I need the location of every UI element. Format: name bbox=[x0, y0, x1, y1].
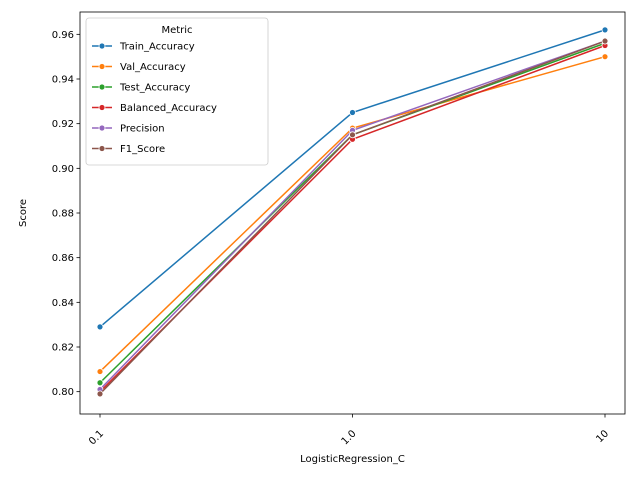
data-point bbox=[601, 53, 609, 61]
x-axis: 0.1 1.0 10 bbox=[87, 414, 611, 447]
legend-entry-train-accuracy: Train_Accuracy bbox=[92, 42, 195, 53]
y-axis-label: Score bbox=[18, 199, 29, 227]
legend-marker bbox=[98, 104, 106, 111]
y-tick-label: 0.94 bbox=[52, 75, 74, 86]
legend-marker bbox=[98, 83, 106, 91]
legend-entry-f1-score: F1_Score bbox=[92, 144, 165, 155]
series-train-accuracy bbox=[96, 26, 609, 331]
y-tick-label: 0.80 bbox=[52, 387, 74, 398]
legend-box bbox=[85, 17, 269, 166]
y-tick-label: 0.84 bbox=[52, 298, 74, 309]
y-tick-label: 0.82 bbox=[52, 343, 74, 354]
legend-marker bbox=[98, 42, 106, 50]
series-f1-score bbox=[96, 37, 609, 398]
y-tick-label: 0.92 bbox=[52, 119, 74, 130]
legend-label: Train_Accuracy bbox=[119, 42, 195, 53]
data-point bbox=[601, 26, 609, 34]
legend-label: Precision bbox=[120, 124, 165, 135]
legend-entry-balanced-accuracy: Balanced_Accuracy bbox=[92, 103, 217, 114]
legend: Metric Train_Accuracy Val_Accuracy Test_Ac… bbox=[85, 17, 269, 166]
legend-label: Val_Accuracy bbox=[120, 62, 186, 73]
y-tick-label: 0.96 bbox=[52, 30, 74, 41]
legend-label: F1_Score bbox=[120, 144, 165, 155]
y-tick-label: 0.88 bbox=[52, 209, 74, 220]
data-point bbox=[96, 323, 104, 331]
data-point bbox=[96, 390, 104, 398]
legend-marker bbox=[98, 124, 106, 132]
legend-marker bbox=[98, 63, 106, 70]
legend-label: Balanced_Accuracy bbox=[120, 103, 217, 114]
legend-title: Metric bbox=[161, 25, 192, 36]
data-point bbox=[96, 368, 104, 375]
legend-label: Test_Accuracy bbox=[119, 83, 190, 94]
data-point bbox=[349, 109, 356, 116]
x-tick-label: 0.1 bbox=[87, 428, 106, 447]
y-axis: 0.80 0.82 0.84 0.86 0.88 0.90 0.92 0.94 0.96 bbox=[52, 30, 80, 398]
legend-entry-test-accuracy: Test_Accuracy bbox=[92, 83, 190, 94]
legend-entry-precision: Precision bbox=[92, 124, 165, 135]
data-point bbox=[601, 37, 609, 45]
legend-entry-val-accuracy: Val_Accuracy bbox=[92, 62, 186, 73]
data-point bbox=[96, 379, 104, 387]
series-layer bbox=[96, 26, 609, 398]
y-tick-label: 0.86 bbox=[52, 253, 74, 264]
x-axis-label: LogisticRegression_C bbox=[300, 454, 405, 465]
x-tick-label: 1.0 bbox=[340, 428, 359, 447]
data-point bbox=[349, 131, 356, 139]
legend-marker bbox=[98, 145, 106, 152]
y-tick-label: 0.90 bbox=[52, 164, 74, 175]
x-tick-label: 10 bbox=[594, 428, 611, 445]
